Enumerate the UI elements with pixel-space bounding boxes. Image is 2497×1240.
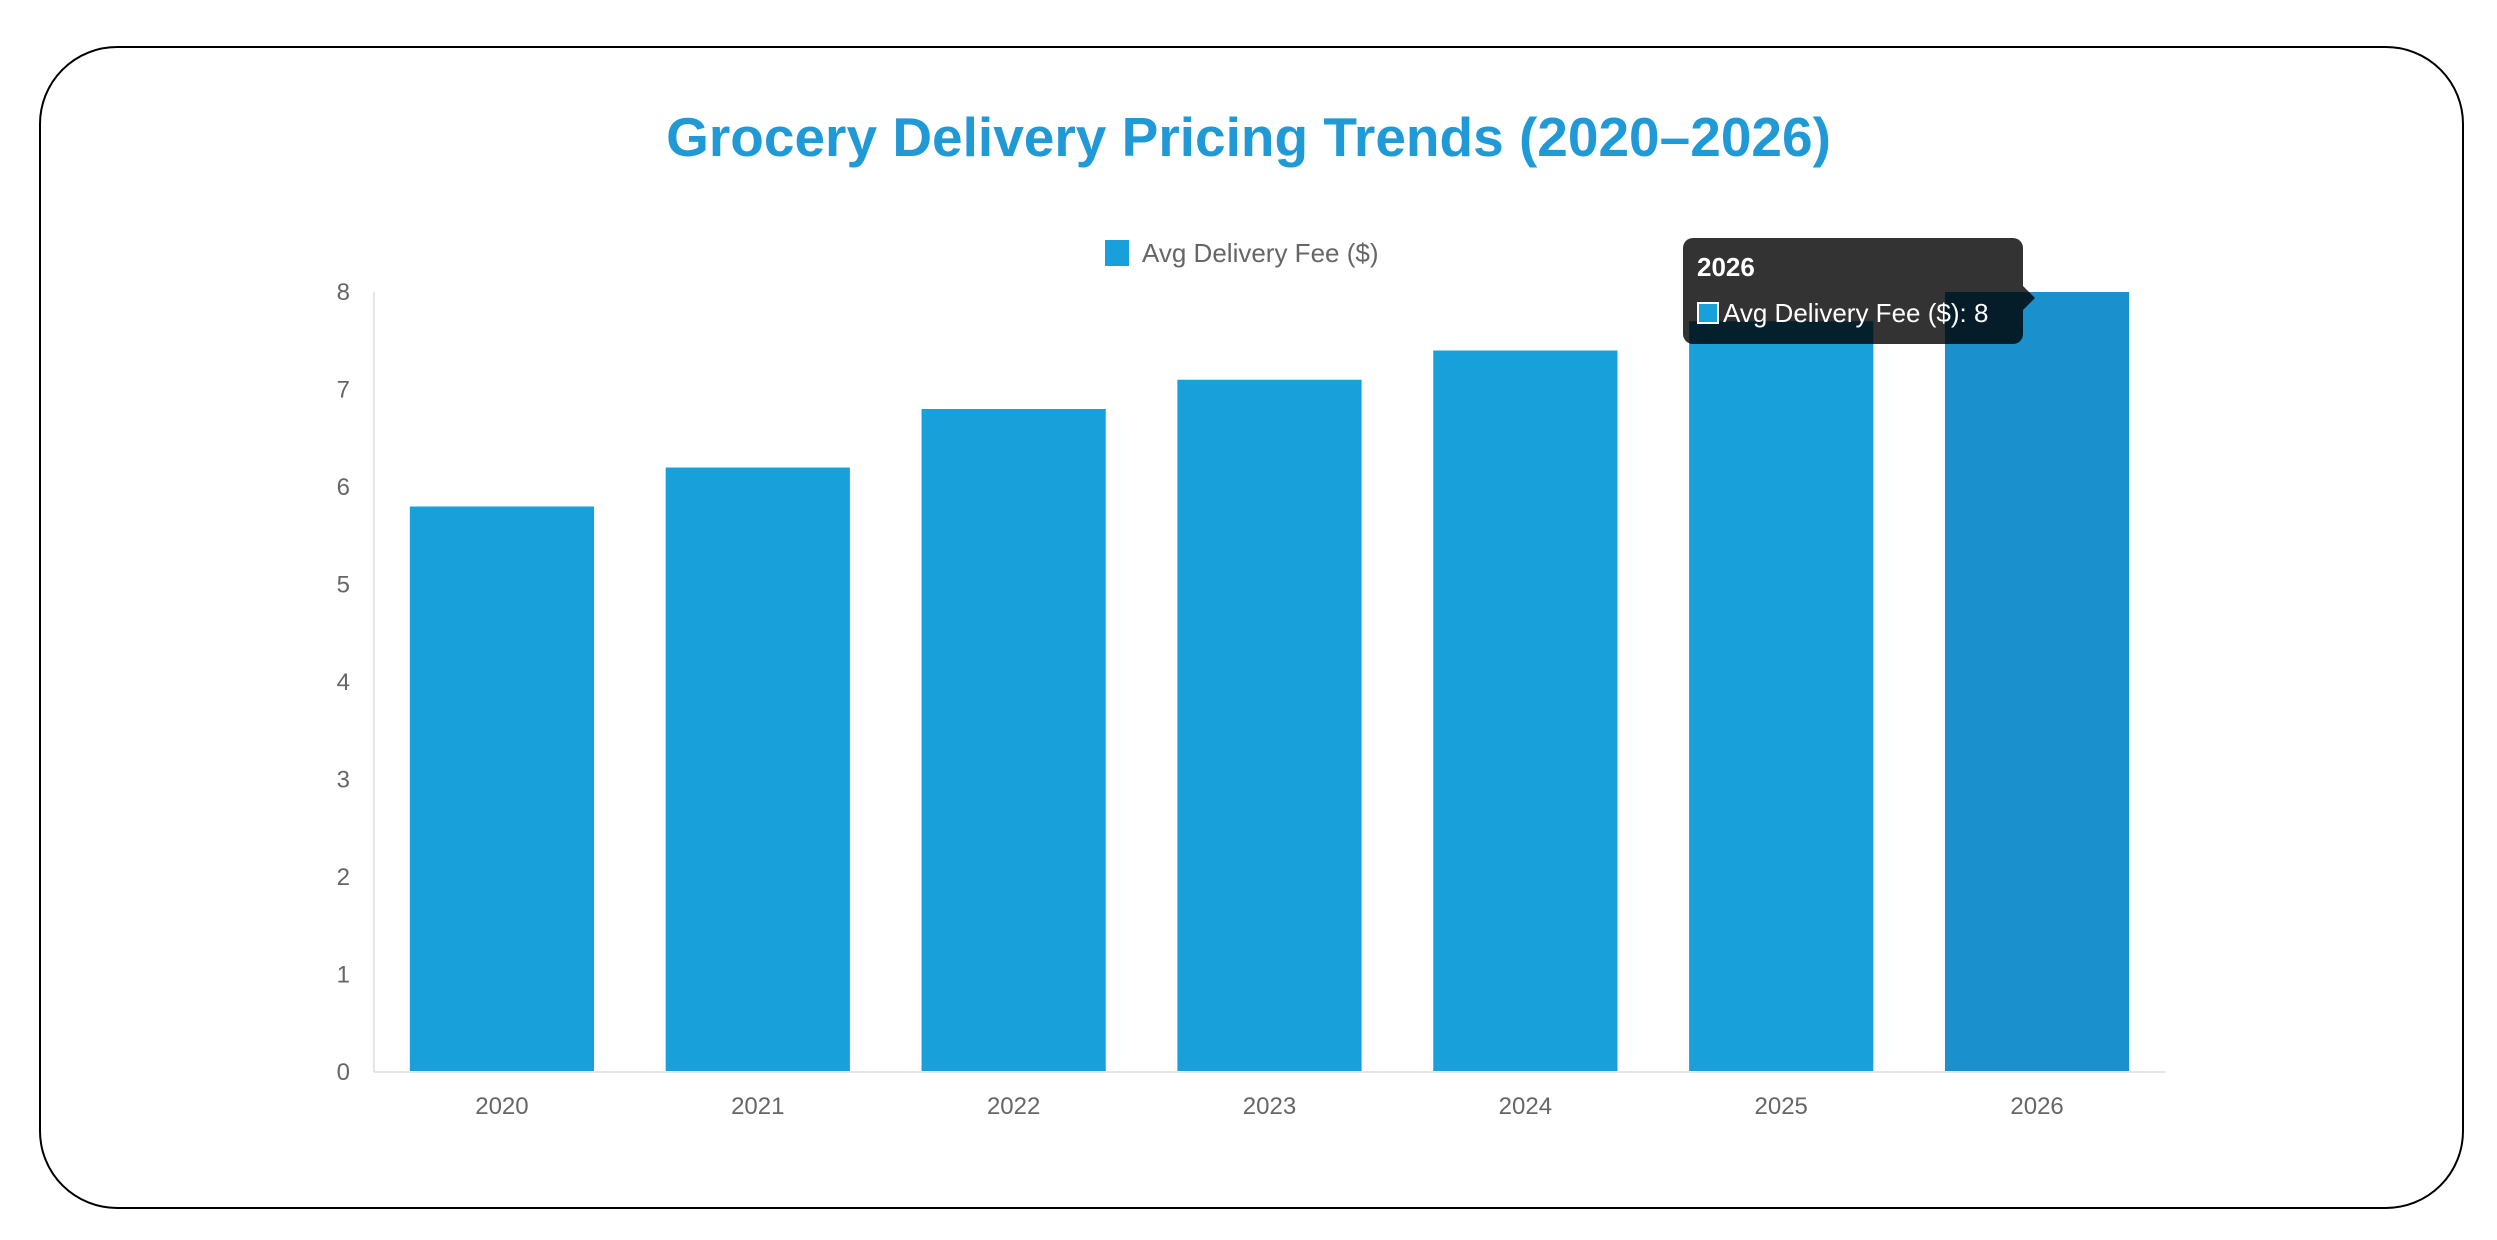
legend-label: Avg Delivery Fee ($): [1142, 237, 1379, 268]
x-axis: 2020 2021 2022 2023 2024 2025 2026: [374, 1071, 2165, 1120]
bar-2021[interactable]: [665, 467, 850, 1073]
y-tick-label: 4: [337, 669, 350, 696]
tooltip-swatch: [1697, 302, 1719, 324]
bar-2024[interactable]: [1433, 350, 1618, 1073]
x-tick-label: 2024: [1499, 1093, 1552, 1120]
y-axis: 0 1 2 3 4 5 6 7 8: [337, 279, 375, 1086]
legend-swatch: [1105, 240, 1129, 266]
y-tick-label: 2: [337, 864, 350, 891]
bar-2022[interactable]: [921, 409, 1106, 1072]
y-tick-label: 6: [337, 474, 350, 501]
y-tick-label: 0: [337, 1059, 350, 1086]
x-tick-label: 2025: [1755, 1093, 1808, 1120]
y-tick-label: 3: [337, 767, 350, 794]
bars: [409, 292, 2130, 1073]
x-tick-label: 2021: [731, 1093, 784, 1120]
y-tick-label: 7: [337, 377, 350, 404]
bar-2020[interactable]: [409, 506, 595, 1073]
tooltip-series-label: Avg Delivery Fee ($): [1723, 298, 1960, 328]
chart-title: Grocery Delivery Pricing Trends (2020–20…: [666, 106, 1831, 168]
bar-2023[interactable]: [1177, 379, 1362, 1072]
x-tick-label: 2023: [1243, 1093, 1296, 1120]
x-tick-label: 2026: [2010, 1093, 2063, 1120]
x-tick-label: 2020: [475, 1093, 528, 1120]
tooltip-separator: :: [1959, 298, 1974, 328]
x-tick-label: 2022: [987, 1093, 1040, 1120]
bar-2025[interactable]: [1689, 321, 1874, 1072]
bar-2026[interactable]: [1944, 292, 2130, 1072]
tooltip-title: 2026: [1697, 252, 1755, 282]
tooltip-row: Avg Delivery Fee ($): 8: [1697, 298, 2023, 328]
y-tick-label: 8: [337, 279, 350, 306]
legend[interactable]: Avg Delivery Fee ($): [1105, 236, 1379, 270]
y-tick-label: 5: [337, 572, 350, 599]
tooltip-value: 8: [1973, 298, 1989, 328]
tooltip: 2026 Avg Delivery Fee ($): 8: [1683, 238, 2035, 344]
y-tick-label: 1: [337, 962, 350, 989]
